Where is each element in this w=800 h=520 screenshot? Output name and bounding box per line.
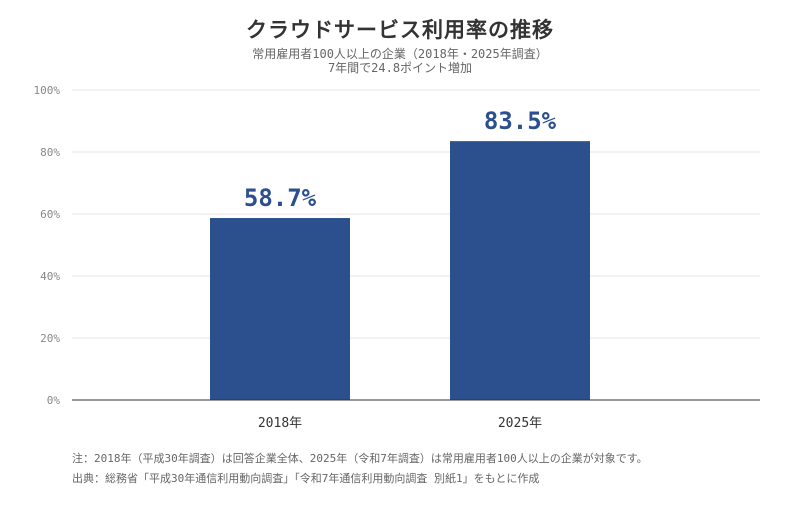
y-tick-label: 0% [47,394,61,407]
bar-1 [450,141,590,400]
x-category-label-0: 2018年 [258,416,302,431]
data-labels: 58.7% 83.5% [244,107,557,212]
y-tick-label: 100% [34,84,61,97]
x-axis-categories: 2018年 2025年 [258,416,542,431]
chart-subtitle: 常用雇用者100人以上の企業（2018年・2025年調査） [252,47,548,61]
data-label-0: 58.7% [244,184,317,212]
bars [210,141,590,400]
y-tick-label: 20% [40,332,60,345]
grid-lines [72,89,760,339]
bar-0 [210,218,350,400]
chart-title: クラウドサービス利用率の推移 [246,18,554,42]
chart-subtitle-change: 7年間で24.8ポイント増加 [327,61,473,75]
source-note: 出典：総務省「平成30年通信利用動向調査」「令和7年通信利用動向調査 別紙1」を… [72,472,540,485]
y-tick-label: 80% [40,146,60,159]
x-category-label-1: 2025年 [498,416,542,431]
y-axis-ticks: 0% 20% 40% 60% 80% 100% [34,84,61,407]
y-tick-label: 40% [40,270,60,283]
footnote: 注：2018年（平成30年調査）は回答企業全体、2025年（令和7年調査）は常用… [72,452,648,465]
data-label-1: 83.5% [484,107,557,135]
y-tick-label: 60% [40,208,60,221]
